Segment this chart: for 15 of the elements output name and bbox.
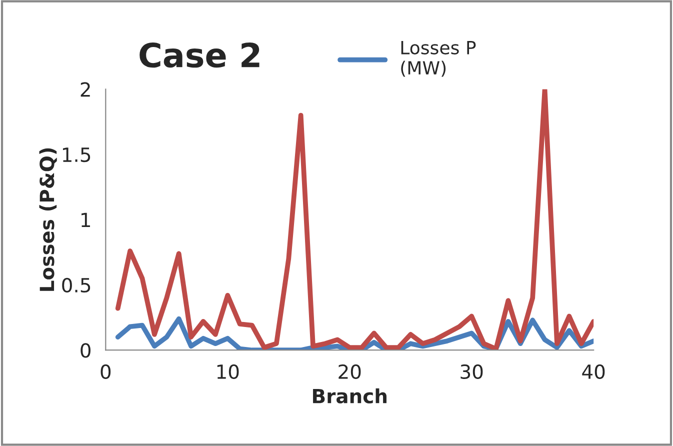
x-tick-label: 10: [217, 364, 239, 380]
x-tick-label: 40: [582, 364, 605, 380]
y-tick-label: 1: [82, 212, 90, 228]
x-tick-label: 0: [100, 364, 111, 380]
y-tick-label: 1.5: [62, 148, 90, 162]
y-axis-title: Losses (P&Q): [39, 148, 57, 291]
y-tick-label: 2: [80, 82, 90, 97]
y-tick-label: 0.5: [62, 278, 90, 293]
x-tick-label: 20: [338, 364, 361, 380]
chart-title: Case 2: [140, 42, 260, 68]
legend-label: Losses P (MW): [401, 41, 476, 77]
x-tick-label: 30: [460, 364, 483, 380]
y-tick-label: 0: [80, 343, 90, 358]
line-series: [115, 89, 594, 350]
x-axis-title: Branch: [313, 388, 386, 404]
